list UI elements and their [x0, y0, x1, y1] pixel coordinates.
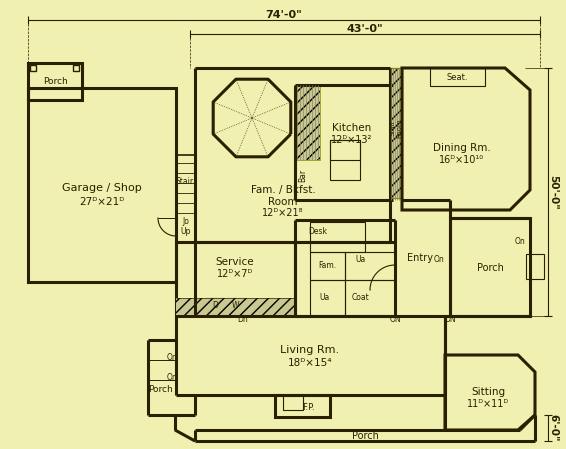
Text: 27ᴰ×21ᴰ: 27ᴰ×21ᴰ [79, 197, 125, 207]
Text: Stair: Stair [176, 177, 194, 186]
Bar [176, 298, 295, 315]
Bar [430, 68, 485, 86]
Text: On: On [514, 238, 525, 247]
Bar [390, 68, 402, 198]
Text: Service: Service [216, 257, 254, 267]
Text: ON: ON [389, 316, 401, 325]
Text: Ua: Ua [355, 255, 365, 264]
Text: Coat: Coat [351, 294, 369, 303]
Bar [345, 252, 395, 280]
Bar [275, 395, 330, 417]
Bar [28, 88, 176, 282]
Text: 6'-0": 6'-0" [548, 414, 558, 442]
Bar [28, 63, 82, 100]
Bar [176, 155, 195, 242]
Bar [283, 395, 303, 410]
Bar [330, 140, 360, 180]
Text: Dining Rm.: Dining Rm. [433, 143, 491, 153]
Bar [390, 68, 402, 198]
Bar [295, 85, 320, 160]
Text: Porch: Porch [477, 263, 503, 273]
Text: W: W [231, 301, 239, 311]
Bar [526, 254, 544, 279]
Text: Porch: Porch [148, 386, 173, 395]
Text: ON: ON [444, 316, 456, 325]
Bar [390, 68, 402, 198]
Bar [330, 140, 360, 160]
Text: Porch: Porch [42, 78, 67, 87]
Text: F.P.: F.P. [302, 404, 314, 413]
Text: Kitchen: Kitchen [332, 123, 372, 133]
Text: Up: Up [181, 228, 191, 237]
Text: Room: Room [268, 197, 298, 207]
Text: On: On [433, 255, 444, 264]
Bar [295, 85, 320, 160]
Text: Living Rm.: Living Rm. [280, 345, 340, 355]
Text: On: On [166, 373, 177, 382]
Text: Sitting: Sitting [471, 387, 505, 397]
Text: Fam. / Bkfst.: Fam. / Bkfst. [251, 185, 315, 195]
Text: 11ᴰ×11ᴰ: 11ᴰ×11ᴰ [467, 399, 509, 409]
Text: 43'-0": 43'-0" [347, 24, 383, 34]
Text: Ua: Ua [320, 294, 330, 303]
Text: 16ᴰ×10¹⁰: 16ᴰ×10¹⁰ [439, 155, 484, 165]
Text: Entry: Entry [407, 253, 433, 263]
Text: Desk: Desk [308, 228, 328, 237]
Text: Seat.: Seat. [446, 72, 468, 82]
Text: Bar: Bar [298, 168, 307, 181]
Text: Fam.: Fam. [318, 261, 336, 270]
Bar [226, 298, 244, 312]
Text: 12ᴰ×7ᴰ: 12ᴰ×7ᴰ [217, 269, 253, 279]
Bar [176, 242, 295, 315]
Text: Dn: Dn [238, 316, 248, 325]
Text: 74'-0": 74'-0" [265, 10, 302, 20]
Text: Jo: Jo [183, 217, 190, 226]
Text: D: D [212, 301, 218, 311]
Text: Stair
Room: Stair Room [389, 118, 402, 138]
Text: On: On [166, 352, 177, 361]
Bar [73, 65, 79, 71]
Text: 12ᴰ×21⁸: 12ᴰ×21⁸ [262, 208, 304, 218]
Text: 18ᴰ×15⁴: 18ᴰ×15⁴ [288, 358, 332, 368]
Bar [206, 298, 224, 312]
Bar [310, 252, 345, 280]
Text: Garage / Shop: Garage / Shop [62, 183, 142, 193]
Bar [345, 280, 395, 316]
Text: 50'-0": 50'-0" [548, 175, 558, 209]
Bar [450, 218, 530, 316]
Text: 12ᴰ×13²: 12ᴰ×13² [331, 135, 372, 145]
Bar [310, 222, 365, 252]
Bar [310, 280, 345, 316]
Text: Porch: Porch [351, 431, 379, 441]
Bar [30, 65, 36, 71]
